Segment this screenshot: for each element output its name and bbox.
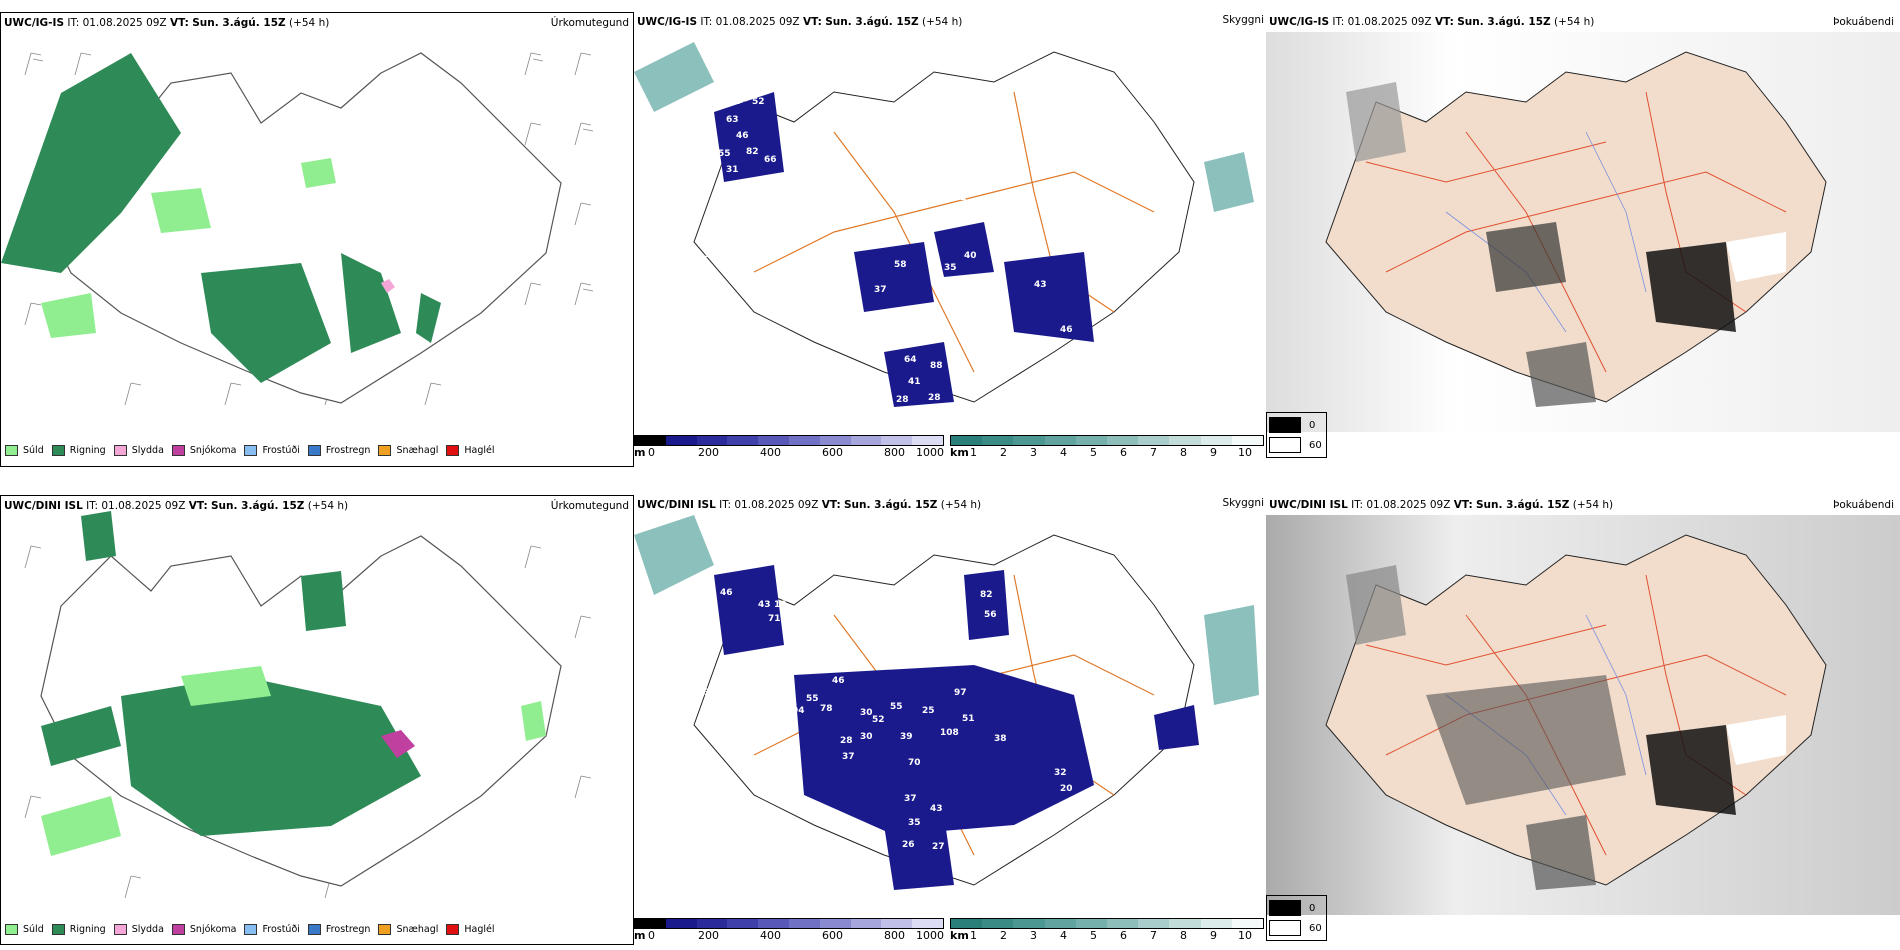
- svg-text:43: 43: [1034, 280, 1047, 290]
- colorbar-km-bottom: km 1 2 3 4 5 6 7 8 9 10: [950, 918, 1264, 943]
- fog-map-top: [1266, 32, 1900, 432]
- fog-map-bottom: [1266, 515, 1900, 915]
- svg-text:94: 94: [780, 205, 793, 215]
- svg-text:97: 97: [954, 688, 967, 698]
- precip-map-top: [1, 52, 594, 406]
- panel-title: Þokuábendi: [1833, 16, 1894, 28]
- svg-text:28: 28: [840, 736, 853, 746]
- svg-text:30: 30: [860, 732, 873, 742]
- svg-text:38: 38: [994, 734, 1007, 744]
- visibility-panel-top: UWC/IG-IS IT: 01.08.2025 09Z VT: Sun. 3.…: [634, 12, 1264, 465]
- svg-text:94: 94: [792, 706, 805, 716]
- svg-text:66: 66: [1124, 724, 1137, 734]
- precip-legend: Súld Rigning Slydda Snjókoma Frostúði Fr…: [5, 924, 503, 935]
- svg-text:46: 46: [720, 588, 733, 598]
- svg-text:82: 82: [746, 147, 759, 157]
- svg-text:52: 52: [752, 97, 765, 107]
- fog-panel-bottom: UWC/DINI ISL IT: 01.08.2025 09Z VT: Sun.…: [1266, 495, 1900, 945]
- svg-text:43: 43: [758, 600, 771, 610]
- svg-text:56: 56: [984, 610, 997, 620]
- rain-areas: [41, 511, 421, 836]
- panel-header: UWC/DINI ISL IT: 01.08.2025 09Z VT: Sun.…: [4, 500, 349, 512]
- svg-text:28: 28: [896, 395, 909, 405]
- svg-text:59: 59: [1086, 746, 1099, 756]
- fog-shading: [1346, 565, 1786, 890]
- svg-text:37: 37: [842, 752, 855, 762]
- svg-text:78: 78: [820, 704, 833, 714]
- precip-map-bottom: [24, 511, 592, 899]
- svg-text:43: 43: [930, 804, 943, 814]
- precip-legend: Súld Rigning Slydda Snjókoma Frostúði Fr…: [5, 445, 503, 456]
- fog-panel-top: UWC/IG-IS IT: 01.08.2025 09Z VT: Sun. 3.…: [1266, 12, 1900, 465]
- visibility-panel-bottom: UWC/DINI ISL IT: 01.08.2025 09Z VT: Sun.…: [634, 495, 1264, 945]
- svg-text:52: 52: [872, 715, 885, 725]
- svg-text:46: 46: [736, 131, 749, 141]
- fog-shading: [1346, 82, 1786, 407]
- colorbar-m-top: m 0 200 400 600 800 1000: [634, 435, 944, 460]
- svg-text:55: 55: [890, 702, 903, 712]
- panel-title: Þokuábendi: [1833, 499, 1894, 511]
- svg-text:10: 10: [774, 600, 787, 610]
- svg-text:27: 27: [932, 842, 945, 852]
- svg-text:28: 28: [928, 393, 941, 403]
- precip-panel-bottom: UWC/DINI ISL IT: 01.08.2025 09Z VT: Sun.…: [0, 495, 634, 945]
- precip-panel-top: UWC/IG-IS IT: 01.08.2025 09Z VT: Sun. 3.…: [0, 12, 634, 467]
- rain-areas: [1, 53, 441, 383]
- visibility-map-bottom: 46 43 10 71 94 78 46 55 30 52 55 25 97 5…: [634, 515, 1259, 890]
- svg-text:26: 26: [902, 840, 915, 850]
- svg-text:31: 31: [704, 688, 717, 698]
- svg-text:70: 70: [908, 758, 921, 768]
- drizzle-areas: [41, 158, 336, 338]
- panel-header: UWC/DINI ISL IT: 01.08.2025 09Z VT: Sun.…: [637, 499, 982, 511]
- svg-text:32: 32: [1054, 768, 1067, 778]
- svg-text:24: 24: [1068, 345, 1081, 355]
- svg-text:37: 37: [904, 794, 917, 804]
- svg-text:35: 35: [944, 263, 957, 273]
- panel-header: UWC/IG-IS IT: 01.08.2025 09Z VT: Sun. 3.…: [4, 17, 330, 29]
- svg-text:46: 46: [1060, 325, 1073, 335]
- svg-text:40: 40: [964, 251, 977, 261]
- svg-text:12: 12: [954, 193, 967, 203]
- panel-header: UWC/IG-IS IT: 01.08.2025 09Z VT: Sun. 3.…: [637, 16, 963, 28]
- svg-text:58: 58: [894, 260, 907, 270]
- low-visibility-areas: [714, 92, 1094, 407]
- wind-barbs: [24, 545, 592, 899]
- svg-text:51: 51: [962, 714, 975, 724]
- svg-text:41: 41: [908, 377, 921, 387]
- svg-text:64: 64: [904, 355, 917, 365]
- low-visibility-areas: [714, 565, 1199, 890]
- panel-title: Úrkomutegund: [550, 500, 629, 512]
- svg-text:82: 82: [980, 590, 993, 600]
- fog-legend-bottom: 0 60: [1266, 895, 1327, 941]
- svg-text:37: 37: [874, 285, 887, 295]
- svg-text:55: 55: [806, 694, 819, 704]
- svg-text:35: 35: [908, 818, 921, 828]
- svg-text:46: 46: [832, 676, 845, 686]
- svg-text:66: 66: [764, 155, 777, 165]
- svg-text:36: 36: [704, 250, 717, 260]
- svg-text:88: 88: [930, 361, 943, 371]
- fog-legend-top: 0 60: [1266, 412, 1327, 458]
- svg-text:108: 108: [940, 728, 959, 738]
- colorbar-m-bottom: m 0 200 400 600 800 1000: [634, 918, 944, 943]
- svg-text:31: 31: [726, 165, 739, 175]
- visibility-map-top: 27 52 63 46 82 66 55 31 94 58 35 40 37 4…: [634, 42, 1254, 407]
- colorbar-km-top: km 1 2 3 4 5 6 7 8 9 10: [950, 435, 1264, 460]
- svg-text:71: 71: [768, 614, 781, 624]
- panel-header: UWC/DINI ISL IT: 01.08.2025 09Z VT: Sun.…: [1269, 499, 1614, 511]
- svg-text:39: 39: [900, 732, 913, 742]
- svg-text:55: 55: [718, 149, 731, 159]
- panel-header: UWC/IG-IS IT: 01.08.2025 09Z VT: Sun. 3.…: [1269, 16, 1595, 28]
- panel-title: Úrkomutegund: [550, 17, 629, 29]
- svg-text:30: 30: [860, 708, 873, 718]
- svg-text:25: 25: [922, 706, 935, 716]
- panel-title: Skyggni: [1222, 14, 1265, 26]
- svg-text:27: 27: [730, 97, 743, 107]
- drizzle-areas: [41, 666, 546, 856]
- svg-text:63: 63: [726, 115, 739, 125]
- panel-title: Skyggni: [1222, 497, 1265, 509]
- svg-text:20: 20: [1060, 784, 1073, 794]
